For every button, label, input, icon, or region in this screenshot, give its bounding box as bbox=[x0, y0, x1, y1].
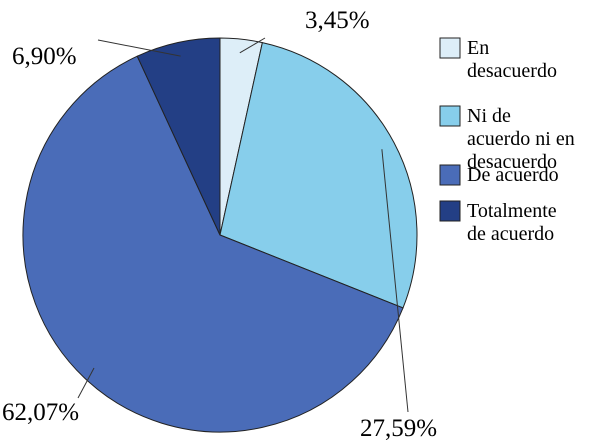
pie-slice-3 bbox=[22, 55, 404, 433]
legend-label-line: de acuerdo bbox=[467, 223, 554, 245]
data-label-4: 6,90% bbox=[12, 43, 77, 70]
leader-line-3 bbox=[77, 367, 95, 399]
data-label-2: 27,59% bbox=[360, 415, 437, 442]
legend-label-line: acuerdo ni en bbox=[467, 128, 575, 150]
legend-label-line: Ni de bbox=[467, 105, 511, 127]
legend-label-line: En bbox=[467, 37, 489, 59]
leader-line-1 bbox=[239, 37, 266, 54]
legend-label-line: desacuerdo bbox=[467, 60, 557, 82]
legend-label-3: De acuerdo bbox=[467, 164, 559, 186]
leader-line-4 bbox=[97, 39, 181, 57]
legend-swatch-4 bbox=[439, 200, 461, 222]
legend-label-line: De acuerdo bbox=[467, 164, 559, 186]
legend-label-line: Totalmente bbox=[467, 200, 557, 222]
data-label-1: 3,45% bbox=[305, 7, 370, 34]
data-labels: 3,45% 27,59% 62,07% 6,90% bbox=[2, 7, 437, 442]
data-label-3: 62,07% bbox=[2, 399, 79, 426]
pie-slices bbox=[22, 37, 418, 433]
leader-lines bbox=[77, 37, 409, 413]
legend-swatch-1 bbox=[439, 37, 461, 59]
legend-label-4: Totalmente de acuerdo bbox=[467, 200, 557, 245]
legend-label-line: desacuerdo bbox=[467, 151, 557, 173]
legend-label-2: Ni de acuerdo ni en desacuerdo bbox=[467, 105, 575, 173]
leader-line-2 bbox=[381, 149, 409, 413]
legend-swatch-3 bbox=[439, 164, 461, 186]
legend-swatch-2 bbox=[439, 105, 461, 127]
legend-label-1: En desacuerdo bbox=[467, 37, 557, 82]
pie-slice-2 bbox=[219, 42, 418, 309]
pie-slice-4 bbox=[136, 37, 221, 236]
